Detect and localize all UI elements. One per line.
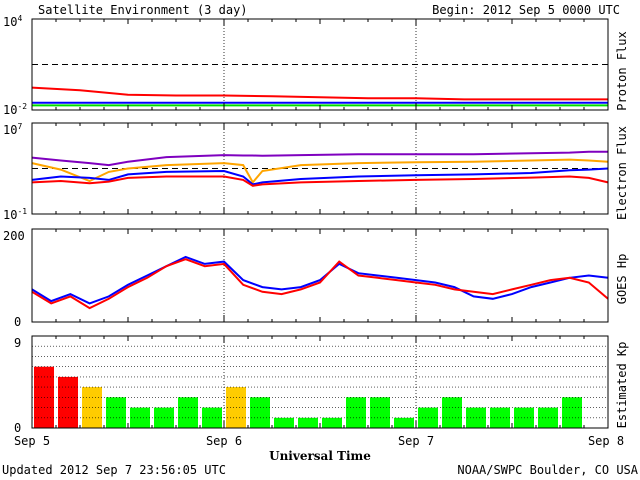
xtick-sep7: Sep 7	[398, 434, 434, 448]
hp-panel	[31, 228, 609, 323]
kp-bar-1	[58, 376, 78, 428]
electron-panel	[31, 122, 609, 215]
proton-series-red	[31, 86, 608, 101]
electron-ymax-label: 107	[3, 122, 22, 137]
kp-panel	[31, 335, 609, 429]
electron-ymin-label: 10-1	[3, 207, 27, 222]
panels	[31, 18, 609, 429]
xaxis-label: Universal Time	[269, 449, 371, 463]
kp-bar-6	[178, 397, 198, 428]
kp-bar-3	[106, 397, 126, 428]
electron-series-purple	[31, 150, 608, 167]
kp-ymax-label: 9	[14, 336, 21, 350]
electron-series-blue	[31, 167, 609, 186]
kp-bar-13	[346, 397, 366, 428]
kp-bar-12	[322, 417, 342, 428]
proton-panel	[31, 18, 609, 111]
estimated-kp-ylabel: Estimated Kp	[615, 342, 629, 429]
kp-bar-22	[562, 397, 582, 428]
kp-bar-17	[442, 397, 462, 428]
electron-series-red	[31, 175, 609, 187]
kp-bar-9	[250, 397, 270, 428]
kp-bar-11	[298, 417, 318, 428]
xtick-sep6: Sep 6	[206, 434, 242, 448]
proton-flux-ylabel: Proton Flux	[615, 31, 629, 110]
hp-ymin-label: 0	[14, 315, 21, 329]
kp-ymin-label: 0	[14, 421, 21, 435]
electron-flux-ylabel: Electron Flux	[615, 126, 629, 220]
kp-bar-14	[370, 397, 390, 428]
updated-time: Updated 2012 Sep 7 23:56:05 UTC	[2, 463, 226, 477]
hp-series-red	[31, 258, 609, 310]
begin-time: Begin: 2012 Sep 5 0000 UTC	[432, 3, 620, 17]
xtick-sep8: Sep 8	[588, 434, 624, 448]
electron-frame	[31, 122, 609, 215]
kp-bar-15	[394, 417, 414, 428]
proton-ymax-label: 104	[3, 14, 22, 29]
kp-bar-10	[274, 417, 294, 428]
electron-series-orange	[31, 158, 609, 185]
proton-ymin-label: 10-2	[3, 102, 27, 117]
hp-frame	[31, 228, 609, 323]
hp-series-blue	[31, 255, 609, 305]
credit: NOAA/SWPC Boulder, CO USA	[457, 463, 638, 477]
xtick-sep5: Sep 5	[14, 434, 50, 448]
hp-ymax-label: 200	[3, 229, 25, 243]
goes-hp-ylabel: GOES Hp	[615, 254, 629, 305]
chart-title: Satellite Environment (3 day)	[38, 3, 248, 17]
